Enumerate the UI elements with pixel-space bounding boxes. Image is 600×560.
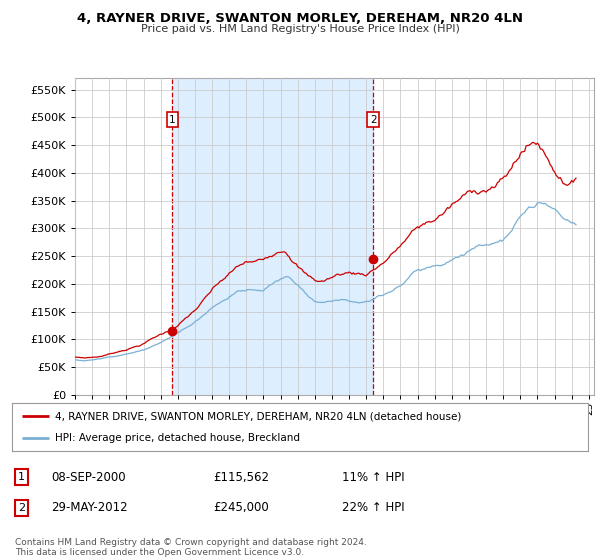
- Text: 1: 1: [169, 115, 176, 124]
- Text: 11% ↑ HPI: 11% ↑ HPI: [342, 470, 404, 484]
- Text: Contains HM Land Registry data © Crown copyright and database right 2024.
This d: Contains HM Land Registry data © Crown c…: [15, 538, 367, 557]
- Bar: [172, 78, 373, 395]
- Text: £115,562: £115,562: [213, 470, 269, 484]
- Text: 4, RAYNER DRIVE, SWANTON MORLEY, DEREHAM, NR20 4LN (detached house): 4, RAYNER DRIVE, SWANTON MORLEY, DEREHAM…: [55, 411, 461, 421]
- Text: 08-SEP-2000: 08-SEP-2000: [51, 470, 125, 484]
- Text: 1: 1: [18, 472, 25, 482]
- Text: 2: 2: [370, 115, 377, 124]
- Text: HPI: Average price, detached house, Breckland: HPI: Average price, detached house, Brec…: [55, 433, 300, 443]
- Text: 4, RAYNER DRIVE, SWANTON MORLEY, DEREHAM, NR20 4LN: 4, RAYNER DRIVE, SWANTON MORLEY, DEREHAM…: [77, 12, 523, 25]
- Text: Price paid vs. HM Land Registry's House Price Index (HPI): Price paid vs. HM Land Registry's House …: [140, 24, 460, 34]
- Text: 2: 2: [18, 503, 25, 513]
- Text: 22% ↑ HPI: 22% ↑ HPI: [342, 501, 404, 515]
- Text: £245,000: £245,000: [213, 501, 269, 515]
- Text: 29-MAY-2012: 29-MAY-2012: [51, 501, 128, 515]
